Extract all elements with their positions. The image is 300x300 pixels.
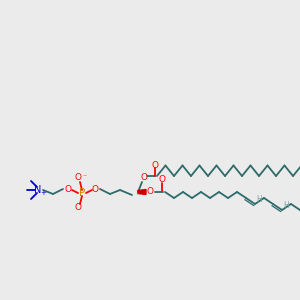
Text: O: O (140, 173, 148, 182)
Text: O: O (74, 173, 82, 182)
Text: O: O (158, 176, 166, 184)
Text: +: + (40, 190, 46, 196)
Text: O: O (152, 160, 158, 169)
Text: O: O (64, 184, 71, 194)
Text: O: O (92, 184, 98, 194)
Text: O: O (146, 188, 154, 196)
Text: N: N (34, 185, 42, 195)
Text: O: O (74, 203, 82, 212)
Polygon shape (138, 190, 146, 194)
Text: H: H (256, 196, 262, 205)
Text: P: P (79, 188, 85, 198)
Text: ⁻: ⁻ (82, 172, 86, 182)
Text: H: H (283, 202, 289, 211)
